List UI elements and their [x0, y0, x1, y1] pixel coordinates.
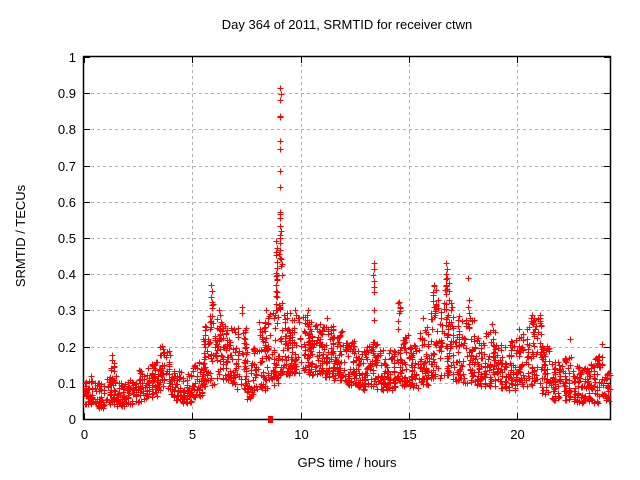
y-tick-label: 0.6	[58, 195, 76, 210]
y-tick-label: 0.4	[58, 267, 76, 282]
y-tick-label: 0.7	[58, 159, 76, 174]
grid-lines	[85, 58, 609, 418]
data-points-srmtid	[82, 85, 614, 412]
axis-ticks	[84, 57, 610, 420]
x-tick-label: 0	[81, 427, 88, 442]
x-tick-label: 15	[402, 427, 416, 442]
chart-title: Day 364 of 2011, SRMTID for receiver ctw…	[221, 17, 473, 32]
y-tick-label: 0.2	[58, 340, 76, 355]
x-tick-label: 20	[510, 427, 524, 442]
x-tick-label: 5	[189, 427, 196, 442]
y-tick-label: 0	[69, 412, 76, 427]
x-axis-label: GPS time / hours	[297, 455, 397, 470]
y-tick-label: 0.8	[58, 122, 76, 137]
y-tick-label: 0.9	[58, 86, 76, 101]
y-tick-label: 1	[69, 50, 76, 65]
plot-border	[82, 55, 612, 421]
y-tick-label: 0.5	[58, 231, 76, 246]
x-tick-label: 10	[294, 427, 308, 442]
axis-marker-point	[268, 416, 273, 423]
y-tick-label: 0.1	[58, 376, 76, 391]
y-tick-label: 0.3	[58, 303, 76, 318]
